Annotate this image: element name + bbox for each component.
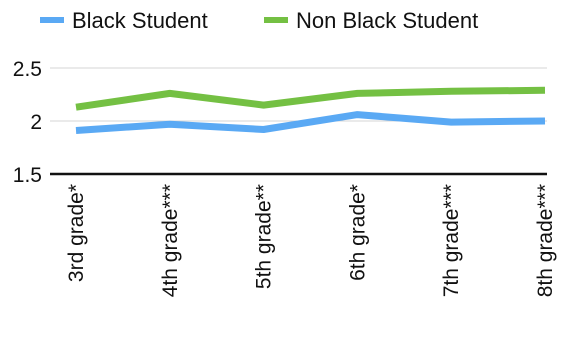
series-line-1 [75, 86, 546, 111]
legend-label-1: Non Black Student [296, 8, 478, 33]
x-tick-label-3: 6th grade* [346, 184, 369, 281]
x-tick-label-1: 4th grade*** [159, 184, 182, 297]
legend: Black Student Non Black Student [40, 8, 478, 33]
x-tick-label-0: 3rd grade* [65, 184, 88, 282]
legend-label-0: Black Student [72, 8, 208, 33]
x-tick-label-5: 8th grade*** [534, 184, 557, 297]
series-line-0 [75, 111, 546, 134]
y-tick-label-1: 2 [30, 111, 42, 134]
x-tick-label-2: 5th grade** [253, 184, 276, 289]
x-axis-labels: 3rd grade* 4th grade*** 5th grade** 6th gra… [65, 184, 557, 297]
series-lines [75, 86, 546, 134]
y-axis-ticks: 1.5 2 2.5 [13, 58, 42, 187]
y-tick-label-0: 1.5 [13, 164, 42, 187]
y-tick-label-2: 2.5 [13, 58, 42, 81]
x-tick-label-4: 7th grade*** [440, 184, 463, 297]
